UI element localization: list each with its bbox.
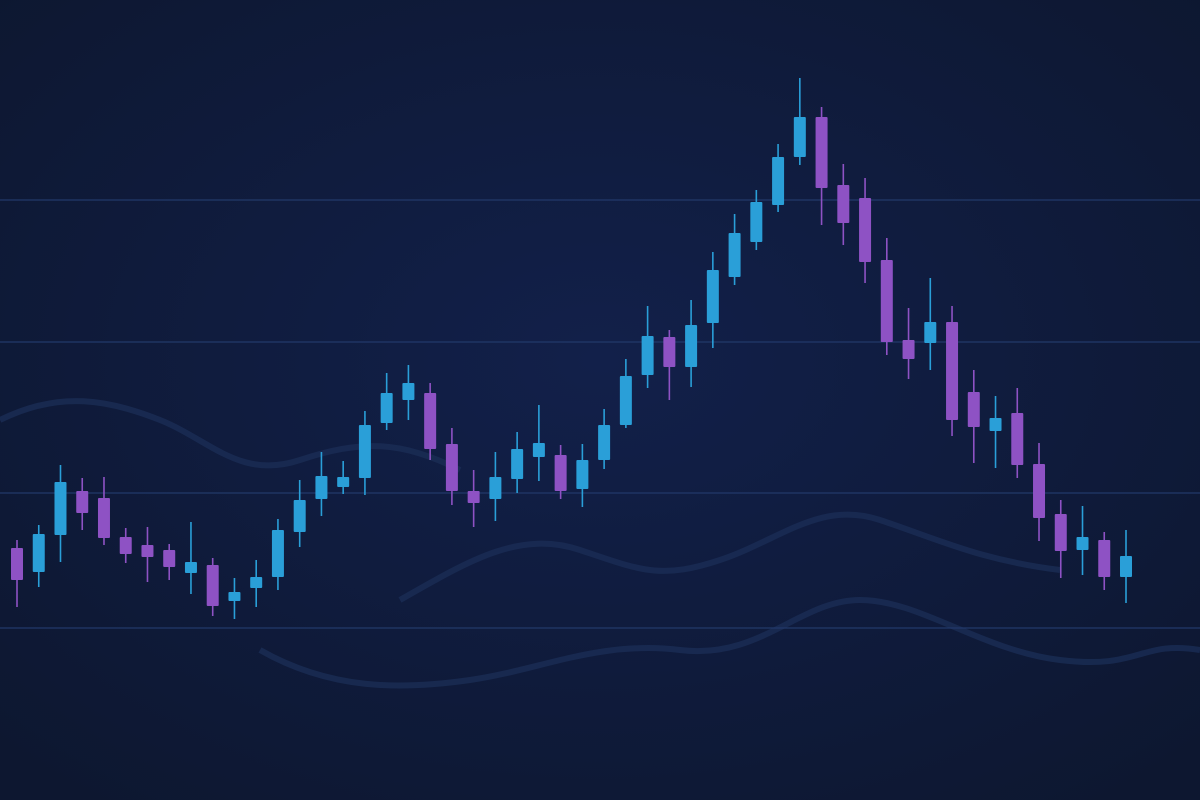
candle-body	[750, 202, 763, 242]
candle-body	[141, 545, 154, 557]
background-wave	[0, 398, 462, 473]
candle-body	[619, 376, 632, 425]
candle-body	[576, 460, 589, 489]
candle-body	[358, 425, 371, 478]
candle-body	[250, 577, 263, 588]
candle-body	[1054, 514, 1067, 551]
candle-body	[1098, 540, 1111, 577]
candle-body	[859, 198, 872, 262]
candle-body	[32, 534, 45, 572]
grid	[0, 199, 1200, 629]
candle-body	[793, 117, 806, 157]
candle-body	[1033, 464, 1046, 518]
candle-body	[1076, 537, 1089, 550]
candle-body	[380, 393, 393, 423]
candle-body	[989, 418, 1002, 431]
candle-body	[424, 393, 437, 449]
candle-body	[554, 455, 567, 491]
candle-body	[11, 548, 23, 580]
candle-body	[184, 562, 197, 573]
candle-body	[663, 337, 676, 367]
candle-body	[815, 117, 828, 188]
candle-body	[467, 491, 480, 503]
candle-body	[685, 325, 698, 367]
candle-body	[924, 322, 937, 343]
candle-body	[271, 530, 284, 577]
candle-body	[315, 476, 328, 499]
candle-body	[902, 340, 915, 359]
candle-body	[967, 392, 980, 427]
background-wave	[258, 596, 1200, 689]
candle-body	[445, 444, 458, 491]
candle-body	[1011, 413, 1024, 465]
candle-body	[97, 498, 110, 538]
candle-body	[511, 449, 524, 479]
candle-body	[532, 443, 545, 457]
candle-body	[119, 537, 132, 554]
candle-body	[946, 322, 959, 420]
candle-body	[489, 477, 502, 499]
candle-body	[206, 565, 219, 606]
candle-body	[54, 482, 67, 535]
candle-body	[880, 260, 893, 342]
background-wave	[398, 511, 1061, 603]
candle-body	[228, 592, 241, 601]
candle-body	[772, 157, 785, 205]
candle-body	[728, 233, 741, 277]
candles	[11, 78, 1132, 619]
candle-body	[163, 550, 176, 567]
candle-body	[837, 185, 850, 223]
candle-body	[293, 500, 306, 532]
candle-body	[402, 383, 415, 400]
candle-body	[706, 270, 719, 323]
candle-body	[337, 477, 350, 487]
candle-body	[598, 425, 611, 460]
candle-body	[1120, 556, 1132, 577]
candle-body	[76, 491, 89, 513]
candle-body	[641, 336, 654, 375]
